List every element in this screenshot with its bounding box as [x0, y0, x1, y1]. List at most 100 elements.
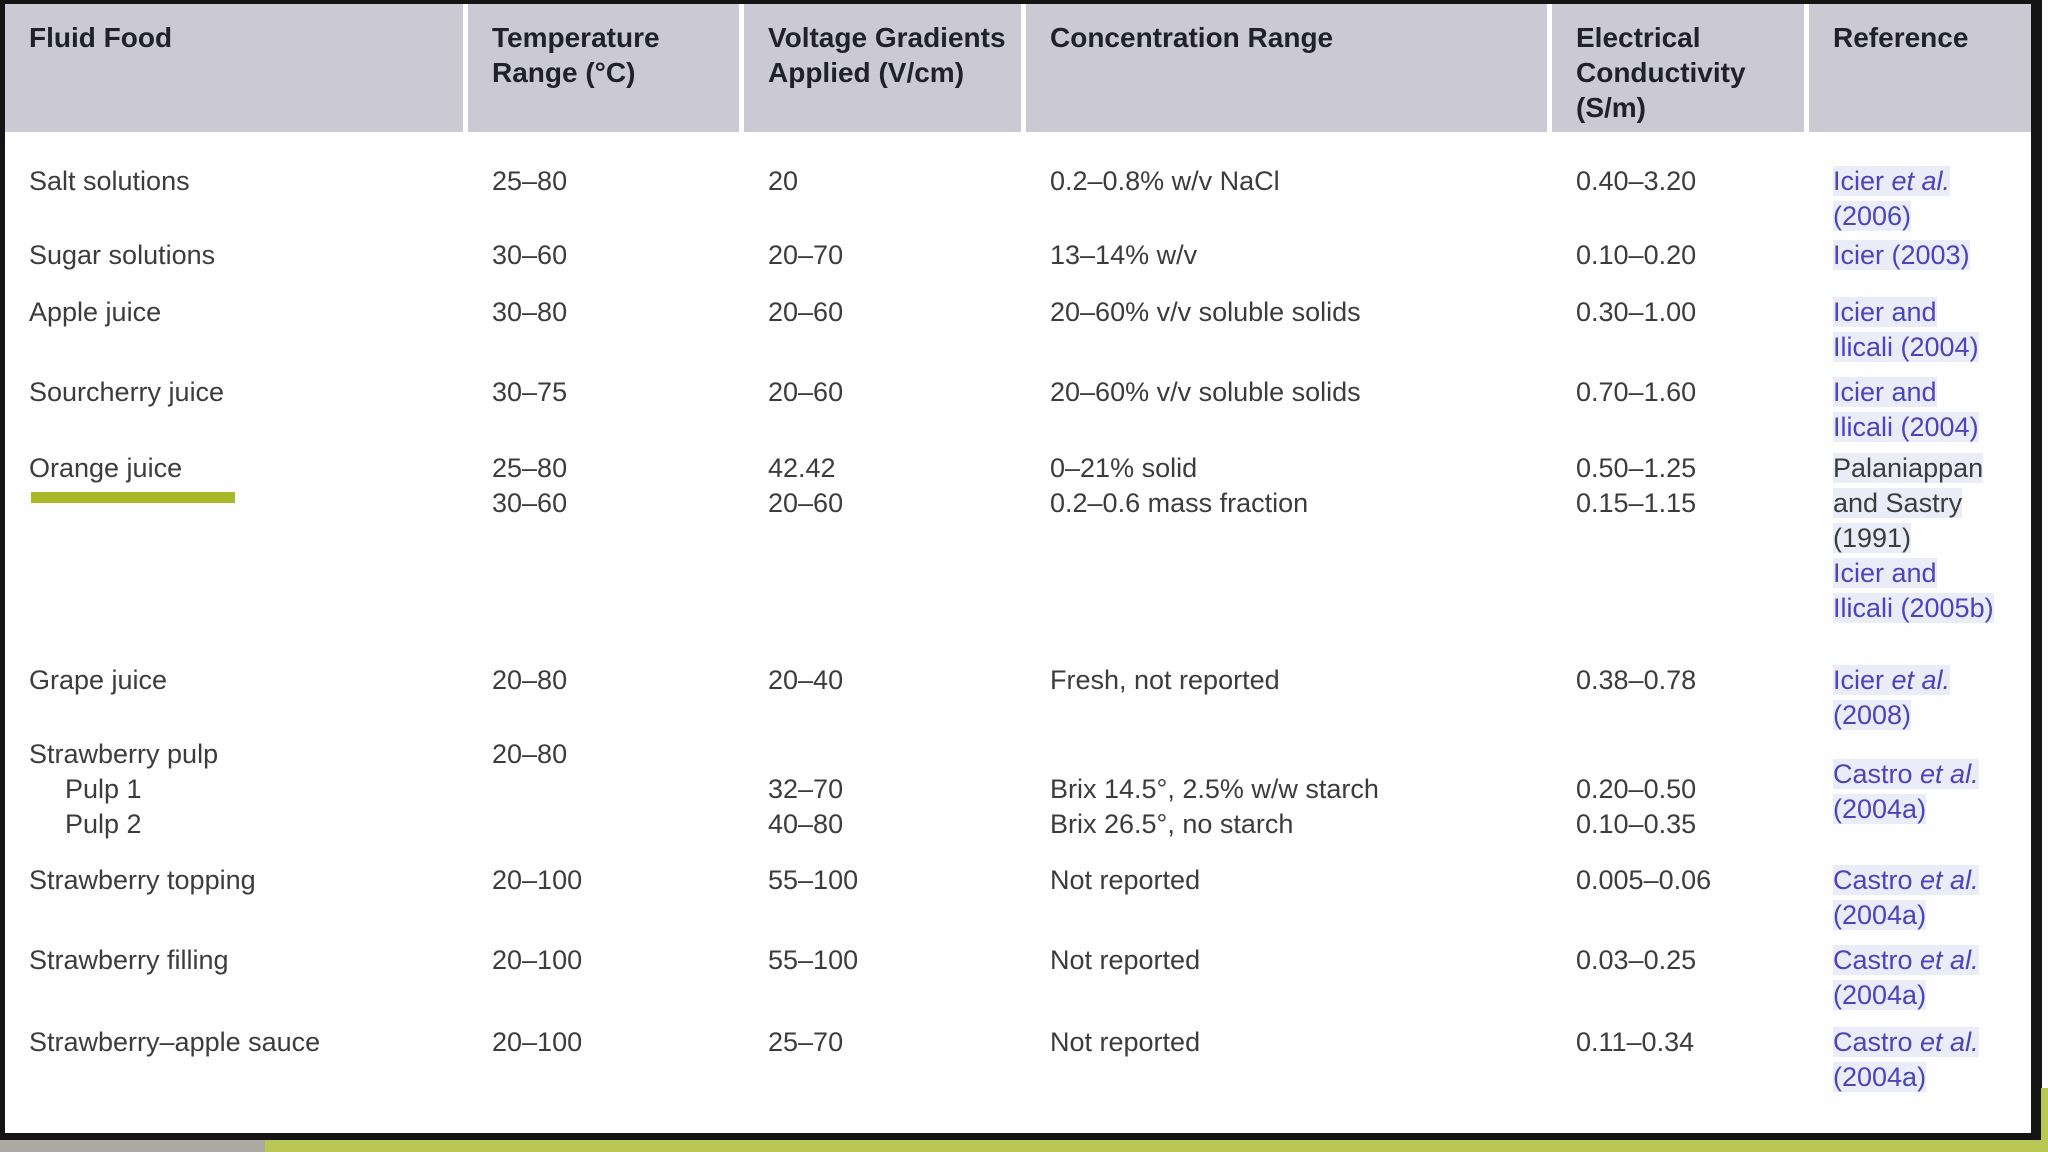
table-row: Salt solutions 25–80 20 0.2–0.8% w/v NaCl 0.… [5, 164, 2031, 238]
cell-concentration-range: 13–14% w/v [1026, 238, 1547, 295]
cell-line: Not reported [1050, 1025, 1541, 1060]
reference-line: Ilicali (2004) [1833, 330, 2025, 365]
reference-segment: (2004a) [1833, 900, 1927, 930]
cell-text: 0.30–1.00 [1576, 297, 1697, 327]
cell-line: Apple juice [29, 295, 457, 330]
cell-line: 25–70 [768, 1025, 1015, 1060]
cell-text: 0.2–0.8% w/v NaCl [1050, 166, 1280, 196]
reference-segment: et al. [1920, 759, 1979, 789]
cell-concentration-range: Fresh, not reported [1026, 663, 1547, 737]
cell-text: Salt solutions [29, 166, 190, 196]
cell-line: Not reported [1050, 863, 1541, 898]
cell-line [1576, 737, 1798, 772]
reference-segment: Icier and [1833, 297, 1937, 327]
cell-temperature-range: 20–100 [468, 863, 739, 943]
cell-line: 32–70 [768, 772, 1015, 807]
reference-text: (2008) [1833, 700, 1912, 730]
reference-text: Icier et al. [1833, 166, 1951, 196]
reference-line: Castro et al. [1833, 943, 2025, 978]
cell-line: Brix 26.5°, no starch [1050, 807, 1541, 842]
cell-text: 30–75 [492, 377, 568, 407]
cell-electrical-conductivity: 0.40–3.20 [1552, 164, 1804, 238]
cell-voltage-gradient: 20 [744, 164, 1021, 238]
reference-line: Ilicali (2005b) [1833, 591, 2025, 626]
strip-green-segment [265, 1140, 2048, 1152]
cell-voltage-gradient: 32–70 40–80 [744, 737, 1021, 863]
cell-electrical-conductivity: 0.70–1.60 [1552, 375, 1804, 451]
orange-juice-highlight-underline [31, 492, 235, 503]
cell-text: 25–80 [492, 453, 568, 483]
cell-temperature-range: 30–75 [468, 375, 739, 451]
reference-line: (2004a) [1833, 1060, 2025, 1095]
reference-segment: et al. [1891, 665, 1951, 695]
cell-text: 20–60 [768, 488, 844, 518]
cell-fluid-food: Grape juice [5, 663, 463, 737]
cell-text: Apple juice [29, 297, 162, 327]
cell-voltage-gradient: 20–60 [744, 375, 1021, 451]
cell-fluid-food: Sourcherry juice [5, 375, 463, 451]
table-header-row: Fluid Food Temperature Range (°C) Voltag… [5, 4, 2031, 132]
cell-reference: Palaniappan and Sastry (1991) Icier and Ilic… [1809, 451, 2031, 663]
cell-text: Orange juice [29, 453, 183, 483]
cell-text: 25–70 [768, 1027, 844, 1057]
cell-electrical-conductivity: 0.50–1.25 0.15–1.15 [1552, 451, 1804, 663]
cell-text: 0.50–1.25 [1576, 453, 1697, 483]
cell-fluid-food: Strawberry pulp Pulp 1 Pulp 2 [5, 737, 463, 863]
reference-segment: (2006) [1833, 201, 1912, 231]
cell-line: 55–100 [768, 863, 1015, 898]
reference-segment: Icier (2003) [1833, 240, 1970, 270]
cell-line: 20–100 [492, 943, 733, 978]
cell-line: 42.42 [768, 451, 1015, 486]
cell-voltage-gradient: 55–100 [744, 863, 1021, 943]
cell-text: 20–70 [768, 240, 844, 270]
cell-electrical-conductivity: 0.10–0.20 [1552, 238, 1804, 295]
reference-text: (1991) [1833, 523, 1912, 553]
reference-text: Castro et al. [1833, 865, 1979, 895]
corner-green-mark [2041, 1088, 2048, 1140]
cell-text: 40–80 [768, 809, 844, 839]
cell-text: 13–14% w/v [1050, 240, 1198, 270]
reference-segment: Ilicali (2004) [1833, 412, 1979, 442]
cell-voltage-gradient: 42.42 20–60 [744, 451, 1021, 663]
cell-text: 0.10–0.20 [1576, 240, 1697, 270]
reference-line: Palaniappan [1833, 451, 2025, 486]
table-row: Sourcherry juice 30–75 20–60 20–60% v/v sol… [5, 375, 2031, 451]
cell-voltage-gradient: 55–100 [744, 943, 1021, 1025]
cell-fluid-food: Salt solutions [5, 164, 463, 238]
cell-text: Strawberry–apple sauce [29, 1027, 321, 1057]
cell-text: 55–100 [768, 945, 859, 975]
reference-segment: Palaniappan [1833, 453, 1984, 483]
cell-concentration-range: 20–60% v/v soluble solids [1026, 295, 1547, 375]
cell-reference: Castro et al. (2004a) [1809, 1025, 2031, 1119]
cell-line: 0.03–0.25 [1576, 943, 1798, 978]
cell-text: 0.40–3.20 [1576, 166, 1697, 196]
cell-text: 20–100 [492, 1027, 583, 1057]
reference-line: Icier and [1833, 375, 2025, 410]
reference-segment: Icier [1833, 166, 1892, 196]
cell-temperature-range: 20–80 [468, 663, 739, 737]
cell-line: 25–80 [492, 164, 733, 199]
cell-voltage-gradient: 20–70 [744, 238, 1021, 295]
cell-line: 20–60 [768, 486, 1015, 521]
cell-fluid-food: Sugar solutions [5, 238, 463, 295]
cell-line: 13–14% w/v [1050, 238, 1541, 273]
cell-text: 20–100 [492, 945, 583, 975]
cell-fluid-food: Strawberry filling [5, 943, 463, 1025]
cell-reference: Icier and Ilicali (2004) [1809, 295, 2031, 375]
reference-text: (2004a) [1833, 794, 1927, 824]
reference-line: Castro et al. [1833, 757, 2025, 792]
cell-temperature-range: 25–80 30–60 [468, 451, 739, 663]
cell-reference: Castro et al. (2004a) [1809, 943, 2031, 1025]
cell-text: Grape juice [29, 665, 168, 695]
cell-line: 30–60 [492, 486, 733, 521]
cell-text: 32–70 [768, 774, 844, 804]
reference-line: (1991) [1833, 521, 2025, 556]
cell-text: 20–80 [492, 739, 568, 769]
header-cell-temperature-range: Temperature Range (°C) [468, 4, 739, 132]
cell-line: 25–80 [492, 451, 733, 486]
reference-text: Castro et al. [1833, 759, 1979, 789]
cell-line: Pulp 2 [29, 807, 457, 842]
cell-line: Pulp 1 [29, 772, 457, 807]
cell-text: Sugar solutions [29, 240, 216, 270]
